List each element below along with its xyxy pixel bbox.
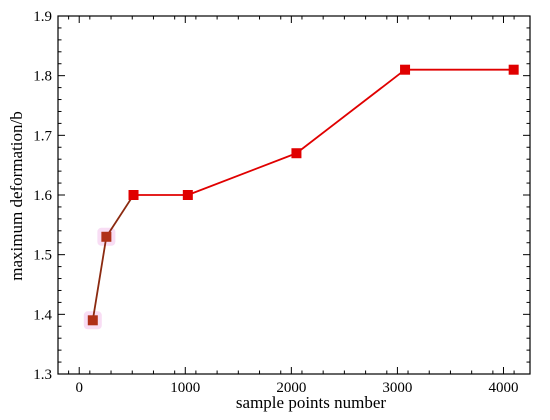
series-line-segment	[105, 194, 135, 238]
data-point	[87, 315, 98, 326]
data-point	[101, 231, 112, 242]
plot-area: 0 1000 2000 3000 4000 1.3 1.4 1.5 1.6 1.7 1.8 1.9	[33, 9, 531, 396]
y-axis-label: maximum deformation/b	[7, 111, 26, 281]
y-tick-label: 1.9	[33, 9, 52, 25]
data-point	[182, 190, 193, 200]
y-tick-label: 1.3	[33, 367, 52, 383]
y-tick-label: 1.6	[33, 188, 52, 204]
series-line-segment	[295, 68, 406, 154]
data-point	[400, 64, 411, 75]
series-line-segment	[187, 152, 297, 196]
x-axis-label: sample points number	[236, 393, 386, 412]
x-tick-label: 3000	[382, 380, 412, 396]
series-line-segment	[91, 236, 108, 321]
x-tick-label: 0	[75, 380, 83, 396]
data-point	[291, 148, 302, 159]
y-tick-label: 1.5	[33, 248, 52, 264]
data-point	[508, 64, 519, 75]
x-tick-label: 4000	[488, 380, 518, 396]
x-tick-label: 2000	[276, 380, 306, 396]
y-tick-label: 1.8	[33, 69, 52, 85]
x-tick-label: 1000	[170, 380, 200, 396]
y-tick-label: 1.4	[33, 307, 52, 323]
data-point	[128, 190, 139, 200]
y-tick-label: 1.7	[33, 128, 52, 144]
